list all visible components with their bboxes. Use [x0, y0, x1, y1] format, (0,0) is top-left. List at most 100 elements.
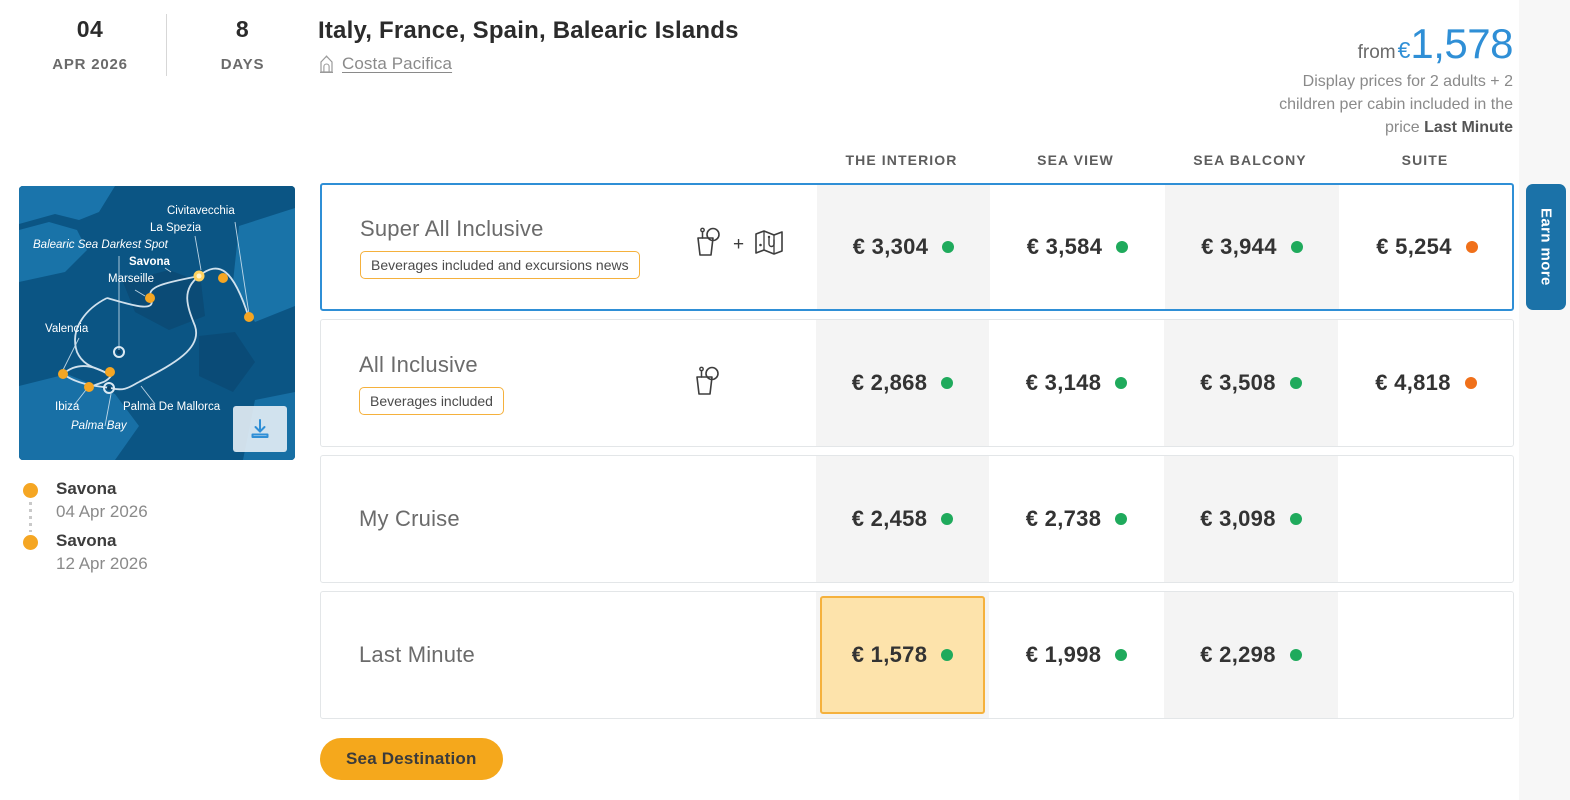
itinerary-map[interactable]: Civitavecchia La Spezia Balearic Sea Darke… — [19, 186, 295, 460]
availability-dot — [1289, 649, 1302, 661]
map-port-label: La Spezia — [150, 222, 202, 234]
fare-row[interactable]: Last Minute € 1,578 € 1,998 € 2,298 — [320, 591, 1514, 719]
price-value: € 4,818 — [1375, 370, 1451, 395]
itinerary-stop: Savona 04 Apr 2026 — [20, 478, 300, 532]
fare-row[interactable]: All Inclusive Beverages included € 2,868 €… — [320, 319, 1514, 447]
column-shade-band — [1165, 185, 1339, 309]
availability-dot — [1289, 513, 1302, 525]
price-value: € 3,508 — [1200, 370, 1276, 395]
column-header-sea-balcony: SEA BALCONY — [1193, 152, 1307, 168]
content-card: 04 APR 2026 8 DAYS Italy, France, Spain,… — [0, 0, 1519, 780]
departure-month-year: APR 2026 — [52, 56, 128, 73]
price-value: € 3,944 — [1201, 234, 1277, 259]
fare-row-label-block: All Inclusive Beverages included — [359, 320, 504, 446]
itinerary-port-date: 12 Apr 2026 — [56, 554, 148, 573]
departure-day: 04 — [76, 16, 104, 42]
sea-destination-button[interactable]: Sea Destination — [320, 738, 503, 780]
page-title: Italy, France, Spain, Balearic Islands — [318, 17, 739, 44]
price-value: € 1,998 — [1025, 642, 1102, 667]
price-cell[interactable]: € 1,998 — [989, 592, 1164, 718]
price-value: € 5,254 — [1376, 234, 1452, 259]
price-disclaimer-line3: price — [1384, 119, 1425, 136]
price-value: € 3,304 — [852, 234, 929, 259]
page-right-gutter — [1518, 0, 1570, 800]
fare-row-label-block: Super All Inclusive Beverages included an… — [360, 185, 640, 309]
availability-dot — [1116, 241, 1129, 253]
fare-name: Last Minute — [359, 642, 475, 667]
lead-price-block: from € 1,578 Display prices for 2 adults… — [1093, 22, 1513, 139]
cruise-header: 04 APR 2026 8 DAYS Italy, France, Spain,… — [0, 0, 1519, 148]
fare-name: All Inclusive — [359, 351, 478, 377]
price-cell[interactable]: € 3,584 — [990, 185, 1165, 309]
price-cell — [1338, 592, 1514, 718]
selected-price-highlight[interactable] — [820, 596, 985, 714]
price-cell — [1338, 456, 1514, 582]
price-cell[interactable]: € 2,738 — [989, 456, 1164, 582]
column-shade-band — [817, 185, 990, 309]
availability-dot — [941, 649, 954, 661]
price-currency: € — [1397, 37, 1411, 63]
fare-inclusion-icons: + — [690, 225, 785, 264]
fare-row-label-block: Last Minute — [359, 592, 475, 718]
price-cell[interactable]: € 3,148 — [989, 320, 1164, 446]
lead-price-value: 1,578 — [1410, 20, 1513, 67]
fare-inclusions-badge: Beverages included and excursions news — [360, 250, 640, 279]
price-value: € 2,298 — [1200, 642, 1276, 667]
itinerary-port-name: Savona — [56, 479, 117, 498]
availability-dot — [1289, 377, 1302, 389]
fare-row[interactable]: Super All Inclusive Beverages included an… — [320, 183, 1514, 311]
fare-table: Super All Inclusive Beverages included an… — [320, 183, 1514, 727]
price-value: € 3,098 — [1200, 506, 1276, 531]
price-value: € 2,458 — [851, 506, 928, 531]
price-value: € 2,738 — [1025, 506, 1102, 531]
map-port-label: Ibiza — [55, 401, 80, 413]
fare-name: My Cruise — [359, 506, 460, 531]
map-download-button[interactable] — [233, 406, 287, 452]
price-cell[interactable]: € 4,818 — [1338, 320, 1514, 446]
price-disclaimer-line2: children per cabin included in the — [1279, 96, 1513, 113]
earn-more-label: Earn more — [1537, 208, 1555, 286]
fare-inclusions-badge: Beverages included — [359, 386, 504, 415]
itinerary-stop-dot — [23, 535, 38, 550]
price-from-label: from — [1357, 42, 1396, 63]
fare-name: Super All Inclusive — [360, 215, 544, 241]
price-value: € 3,148 — [1025, 370, 1102, 395]
nights-count: 8 — [235, 16, 250, 42]
price-cell[interactable]: € 2,458 — [816, 456, 989, 582]
itinerary-port-name: Savona — [56, 531, 117, 550]
fare-row-label-block: My Cruise — [359, 456, 460, 582]
price-cell[interactable]: € 3,508 — [1164, 320, 1338, 446]
column-header-the-interior: THE INTERIOR — [845, 152, 958, 168]
map-port-label: Marseille — [108, 273, 154, 285]
itinerary-stops: Savona 04 Apr 2026 Savona 12 Apr 2026 — [20, 478, 300, 582]
ship-name[interactable]: Costa Pacifica — [342, 54, 453, 73]
nights-label: DAYS — [220, 56, 265, 73]
availability-dot — [941, 513, 954, 525]
price-cell[interactable]: € 3,098 — [1164, 456, 1338, 582]
ship-link[interactable]: Costa Pacifica — [318, 54, 739, 74]
plus-sign-icon: + — [733, 233, 745, 255]
availability-dot — [1464, 377, 1477, 389]
price-cell[interactable]: € 5,254 — [1339, 185, 1515, 309]
map-port-label: Savona — [129, 256, 171, 268]
earn-more-tab[interactable]: Earn more — [1526, 184, 1566, 310]
map-port-label: Palma Bay — [71, 420, 128, 432]
ship-icon — [318, 54, 335, 74]
map-port-label: Civitavecchia — [167, 205, 235, 217]
fare-row[interactable]: My Cruise € 2,458 € 2,738 € 3,098 — [320, 455, 1514, 583]
price-cell[interactable]: € 2,298 — [1164, 592, 1338, 718]
folded-map-icon — [753, 226, 785, 263]
map-port-label: Palma De Mallorca — [123, 401, 221, 413]
price-cell[interactable]: € 3,304 — [817, 185, 990, 309]
price-cell[interactable]: € 1,578 — [816, 592, 989, 718]
availability-dot — [1290, 241, 1303, 253]
price-cell[interactable]: € 3,944 — [1165, 185, 1339, 309]
column-shade-band — [1164, 456, 1338, 582]
cocktail-glass-icon — [689, 364, 723, 403]
departure-date-block: 04 APR 2026 — [20, 14, 160, 78]
itinerary-connector — [29, 502, 32, 532]
price-cell[interactable]: € 2,868 — [816, 320, 989, 446]
map-port-label: Valencia — [45, 323, 89, 335]
availability-dot — [1115, 649, 1128, 661]
